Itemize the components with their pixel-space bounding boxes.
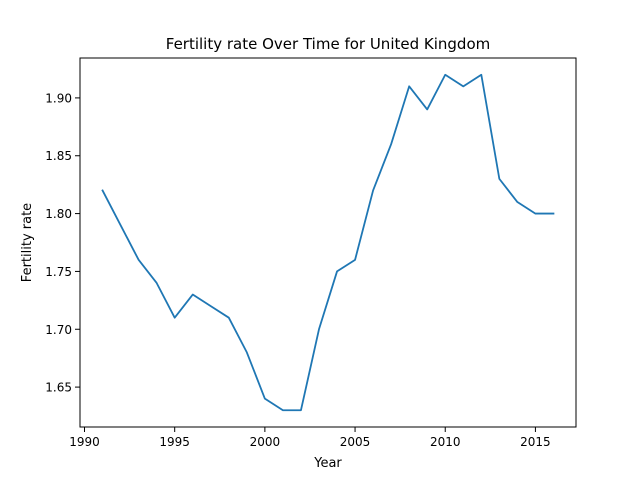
y-tick-label: 1.90 [45,91,72,105]
x-tick-label: 1995 [159,435,190,449]
x-tick-label: 2010 [430,435,461,449]
y-tick-label: 1.85 [45,149,72,163]
y-tick-label: 1.65 [45,381,72,395]
y-axis-ticks: 1.65 1.70 1.75 1.80 1.85 1.90 [45,91,80,395]
x-tick-label: 2000 [250,435,281,449]
y-tick-label: 1.80 [45,207,72,221]
x-tick-label: 2005 [340,435,371,449]
x-tick-label: 1990 [69,435,100,449]
x-axis-ticks: 1990 1995 2000 2005 2010 2015 [69,427,551,449]
x-axis-label: Year [313,456,342,471]
chart-title: Fertility rate Over Time for United King… [166,35,490,53]
y-tick-label: 1.70 [45,323,72,337]
plot-area-frame [79,57,577,428]
x-tick-label: 2015 [520,435,551,449]
y-tick-label: 1.75 [45,265,72,279]
fertility-rate-line [101,73,555,412]
y-axis-label: Fertility rate [20,203,35,282]
